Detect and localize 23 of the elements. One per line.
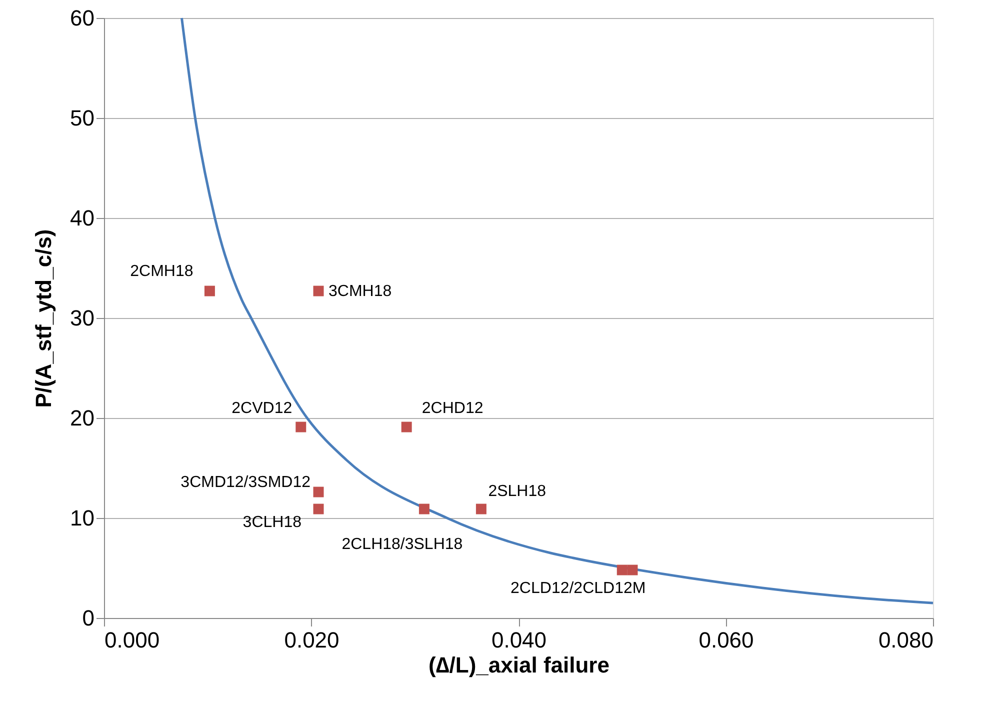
y-tick-label: 40 [70, 206, 94, 230]
annotation: 2SLH18 [488, 483, 546, 500]
y-axis-title: P/(A_stf_ytd_c/s) [31, 229, 56, 408]
annotation: 2CMH18 [130, 263, 194, 280]
annotation: 2CHD12 [422, 400, 484, 417]
y-tick-label: 30 [70, 306, 94, 330]
x-tick-label: 0.040 [491, 628, 547, 652]
y-tick-label: 50 [70, 106, 94, 130]
annotation: 2CVD12 [232, 400, 292, 417]
y-tick-label: 0 [82, 606, 94, 630]
y-tick-label: 20 [70, 406, 94, 430]
x-tick-label: 0.080 [878, 628, 934, 652]
y-tick-label: 10 [70, 506, 94, 530]
annotation: 3CMD12/3SMD12 [180, 474, 311, 491]
x-tick-label: 0.060 [698, 628, 754, 652]
x-axis-title: (∆/L)_axial failure [428, 652, 610, 678]
annotation: 3CMH18 [328, 283, 392, 300]
x-tick-label: 0.000 [104, 628, 160, 652]
annotation: 3CLH18 [242, 514, 302, 531]
annotation: 2CLD12/2CLD12M [510, 580, 646, 597]
annotation: 2CLH18/3SLH18 [342, 536, 463, 553]
x-tick-label: 0.020 [284, 628, 340, 652]
y-tick-label: 60 [70, 6, 94, 30]
